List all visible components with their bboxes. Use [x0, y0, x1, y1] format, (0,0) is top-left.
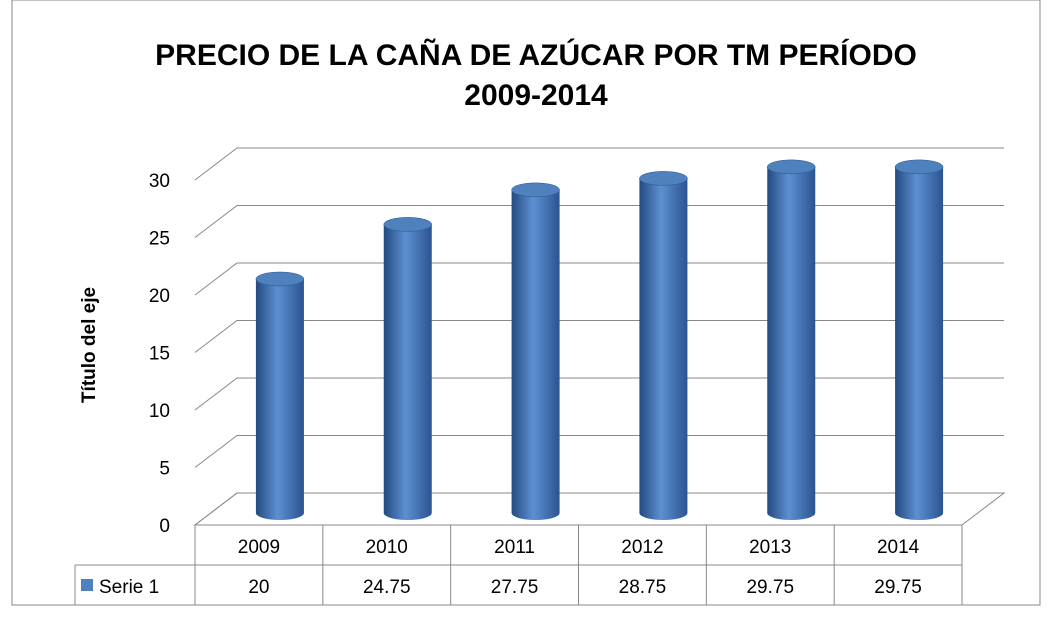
table-value: 29.75 — [874, 577, 922, 598]
grid-line — [194, 262, 1004, 296]
y-tick-label: 30 — [149, 171, 170, 192]
y-tick-label: 5 — [159, 459, 170, 480]
bar — [383, 224, 432, 521]
y-tick-label: 25 — [149, 229, 170, 250]
x-tick-label: 2009 — [238, 537, 280, 558]
bar-top — [639, 171, 688, 186]
x-tick-label: 2011 — [494, 537, 535, 558]
x-tick-label: 2012 — [621, 537, 663, 558]
grid-line — [194, 377, 1004, 411]
grid-line — [194, 435, 1004, 468]
x-tick-label: 2010 — [366, 537, 408, 558]
grid-line — [194, 320, 1004, 353]
x-tick-label: 2013 — [749, 537, 791, 558]
bar-top — [383, 217, 432, 232]
bar-top — [767, 159, 816, 175]
grid-line — [194, 205, 1004, 238]
y-tick-label: 20 — [149, 286, 170, 307]
bar — [639, 178, 688, 521]
grid-line — [194, 147, 1004, 181]
y-tick-label: 15 — [149, 344, 170, 365]
bar-top — [894, 159, 944, 175]
table-value: 29.75 — [746, 577, 794, 598]
bar-top — [255, 271, 305, 287]
legend-label: Serie 1 — [99, 577, 159, 598]
x-tick-label: 2014 — [877, 537, 920, 558]
y-tick-label: 0 — [159, 516, 170, 537]
bar — [767, 166, 816, 521]
bar — [895, 166, 944, 521]
table-value: 28.75 — [619, 577, 667, 598]
table-value: 20 — [248, 577, 269, 598]
table-value: 24.75 — [363, 577, 411, 598]
bar — [511, 189, 560, 520]
bar — [255, 279, 304, 521]
y-axis-title: Título del eje — [79, 287, 100, 403]
table-value: 27.75 — [491, 577, 539, 598]
floor — [193, 492, 1006, 526]
chart-title: PRECIO DE LA CAÑA DE AZÚCAR POR TM PERÍO… — [155, 39, 917, 112]
y-tick-label: 10 — [149, 401, 170, 422]
legend-swatch — [81, 579, 93, 591]
bar-top — [511, 182, 560, 198]
grid-line — [194, 492, 1004, 526]
